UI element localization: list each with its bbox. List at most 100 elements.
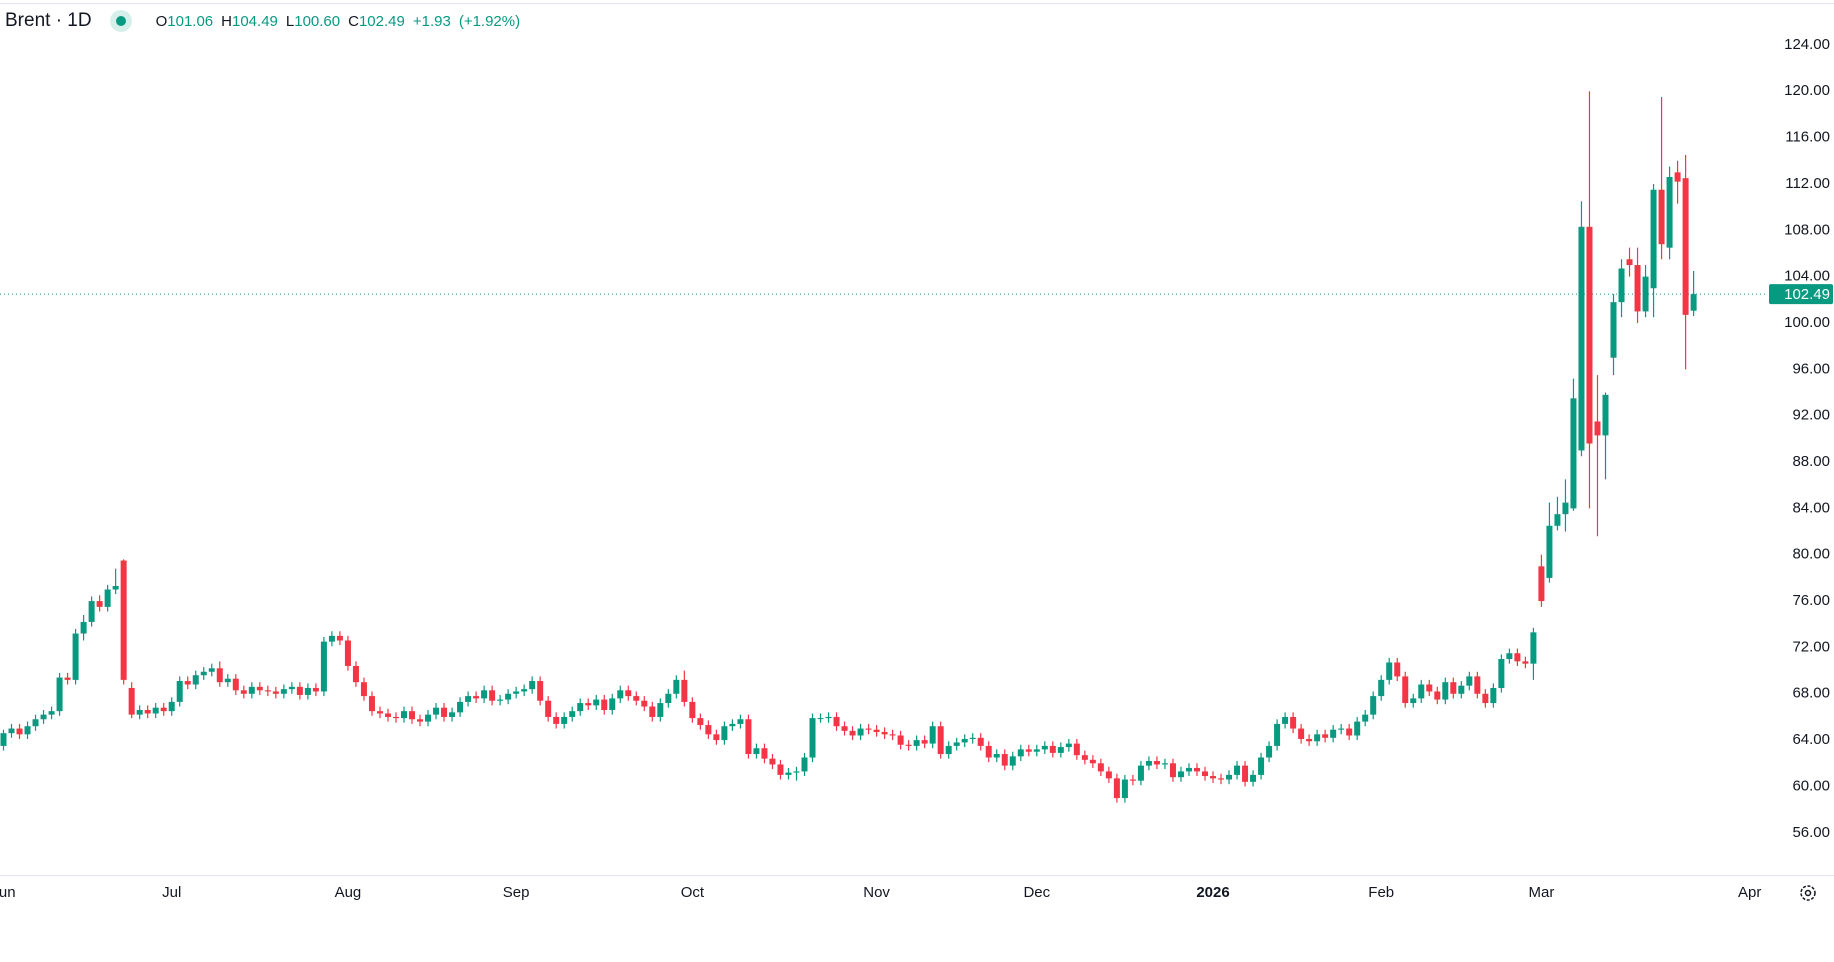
candle-body xyxy=(280,689,287,694)
candle-body xyxy=(264,690,271,692)
candle-body xyxy=(1266,745,1273,758)
candle-body xyxy=(1274,723,1281,746)
ohlc-key: C xyxy=(348,12,359,30)
candle-body xyxy=(1626,259,1633,266)
candle-body xyxy=(1378,679,1385,697)
candle-body xyxy=(1017,749,1024,757)
candle-body xyxy=(112,586,119,590)
candle-body xyxy=(737,719,744,724)
candle-body xyxy=(1450,682,1457,694)
candle-body xyxy=(617,690,624,699)
candle-body xyxy=(985,745,992,758)
candle-body xyxy=(1586,226,1593,444)
x-tick-label: Apr xyxy=(1738,884,1761,901)
candle-body xyxy=(1610,302,1617,358)
candle-body xyxy=(777,764,784,775)
candle-body xyxy=(1193,767,1200,772)
candle-body xyxy=(433,707,440,715)
candle-body xyxy=(208,668,215,672)
candle-body xyxy=(1642,276,1649,312)
y-tick-label: 84.00 xyxy=(1792,499,1830,516)
candle-body xyxy=(1362,714,1369,722)
y-tick-label: 56.00 xyxy=(1792,824,1830,841)
x-tick-label: Dec xyxy=(1023,884,1050,901)
candle-body xyxy=(481,690,488,699)
candle-body xyxy=(1498,659,1505,688)
y-tick-label: 80.00 xyxy=(1792,546,1830,563)
candle-body xyxy=(1041,745,1048,750)
candle-body xyxy=(505,693,512,700)
x-tick-label: 2026 xyxy=(1196,884,1229,901)
candle-body xyxy=(1121,779,1128,799)
candle-body xyxy=(384,713,391,717)
candle-body xyxy=(705,725,712,735)
candle-body xyxy=(1105,771,1112,779)
candle-body xyxy=(457,701,464,713)
candle-body xyxy=(1546,525,1553,578)
candle-body xyxy=(465,696,472,702)
candle-body xyxy=(1402,676,1409,704)
change: +1.93 xyxy=(412,12,451,30)
candle-body xyxy=(368,696,375,712)
candle-body xyxy=(256,686,263,691)
candle-body xyxy=(1578,226,1585,451)
candle-body xyxy=(873,729,880,733)
y-tick-label: 76.00 xyxy=(1792,592,1830,609)
ohlc-value: 100.60 xyxy=(294,12,341,30)
candle-body xyxy=(1410,698,1417,704)
candle-body xyxy=(1466,676,1473,686)
candle-body xyxy=(1602,394,1609,436)
candle-body xyxy=(352,665,359,683)
x-tick-label: Mar xyxy=(1528,884,1554,901)
candle-body xyxy=(849,730,856,736)
candle-body xyxy=(1346,728,1353,736)
candle-body xyxy=(1065,743,1072,748)
candle-body xyxy=(1073,743,1080,756)
candle-body xyxy=(16,728,23,735)
candle-body xyxy=(1185,767,1192,772)
candle-body xyxy=(336,635,343,641)
candle-body xyxy=(977,737,984,746)
candle-body xyxy=(889,734,896,736)
candle-body xyxy=(224,678,231,683)
candle-body xyxy=(1129,779,1136,781)
candle-body xyxy=(961,738,968,743)
gear-center xyxy=(1804,889,1812,897)
candle-body xyxy=(144,710,151,714)
x-tick-label: Feb xyxy=(1368,884,1394,901)
candle-body xyxy=(649,706,656,717)
candle-body xyxy=(1386,662,1393,680)
candle-body xyxy=(40,714,47,720)
candle-body xyxy=(633,696,640,701)
last-price-label: 102.49 xyxy=(1784,286,1830,303)
candle-body xyxy=(1218,778,1225,780)
candle-body xyxy=(1418,684,1425,699)
candle-body xyxy=(1081,755,1088,760)
candle-body xyxy=(793,771,800,773)
candle-body xyxy=(529,681,536,690)
candle-body xyxy=(993,754,1000,758)
candle-body xyxy=(272,691,279,694)
candle-body xyxy=(1434,691,1441,700)
ohlc-key: O xyxy=(155,12,168,30)
candle-body xyxy=(1290,716,1297,729)
candle-body xyxy=(1113,778,1120,799)
candle-body xyxy=(657,703,664,717)
settings-icon[interactable] xyxy=(1800,885,1816,901)
y-tick-label: 124.00 xyxy=(1784,36,1830,53)
candle-body xyxy=(817,718,824,720)
candle-body xyxy=(1137,765,1144,781)
ohlc-key: H xyxy=(221,12,232,30)
symbol-title[interactable]: Brent · 1D xyxy=(5,10,92,31)
legend-header: Brent · 1D O 101.06 H 104.49 L 100.60 C 102.49 … xyxy=(5,10,520,32)
candle-body xyxy=(897,735,904,745)
candle-body xyxy=(216,668,223,683)
y-tick-label: 64.00 xyxy=(1792,731,1830,748)
candle-body xyxy=(72,633,79,680)
candle-body xyxy=(0,733,7,746)
candle-body xyxy=(945,745,952,755)
candle-body xyxy=(881,732,888,735)
candle-body xyxy=(1490,687,1497,704)
candle-body xyxy=(913,740,920,746)
